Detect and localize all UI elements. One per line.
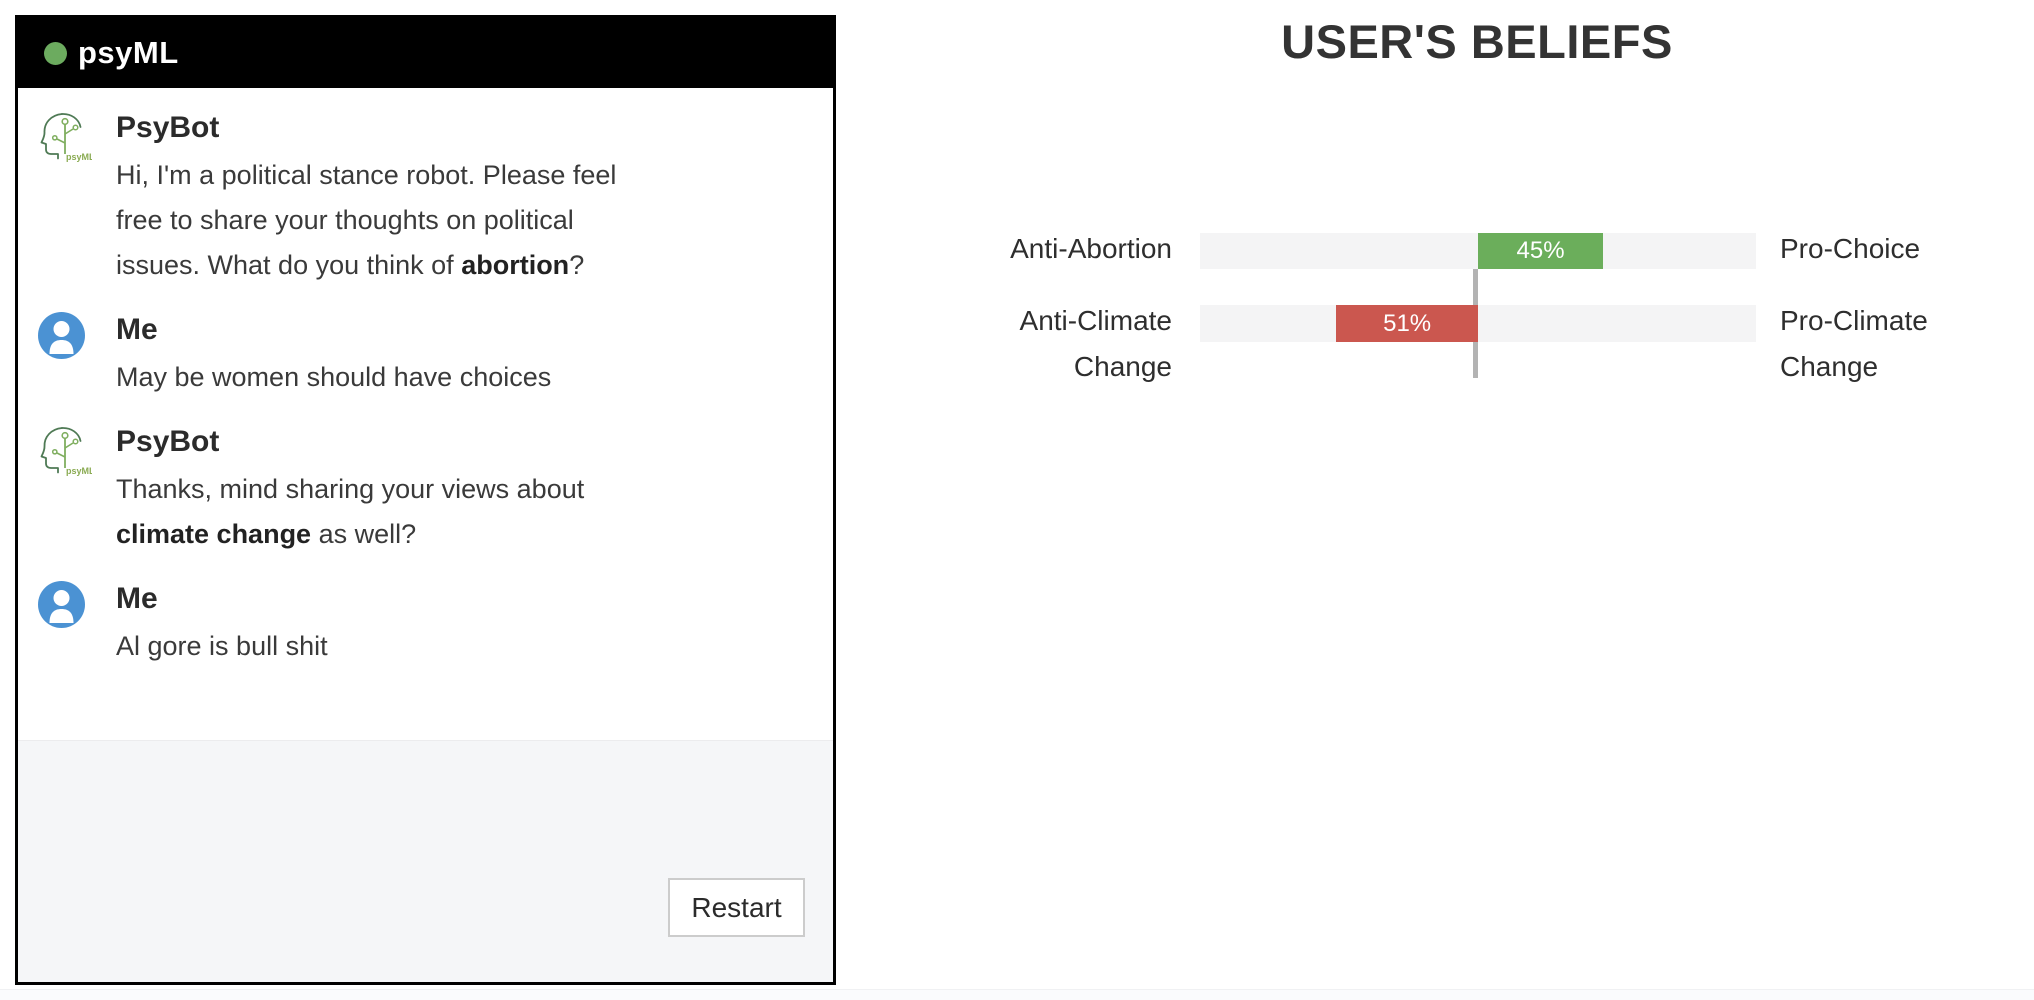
belief-bar-track: 51% <box>1200 305 1756 342</box>
belief-bar-fill: 51% <box>1336 305 1478 342</box>
brand-title: psyML <box>78 35 179 70</box>
message-text-line: Thanks, mind sharing your views about <box>116 474 585 504</box>
message-text-line: climate change as well? <box>116 519 417 549</box>
axis-label-right: Pro-Climate Change <box>1780 305 1928 382</box>
chat-footer: Restart <box>18 740 833 982</box>
avatar: psyML <box>38 108 116 288</box>
psybot-logo-icon: psyML <box>40 113 92 162</box>
beliefs-chart: USER'S BELIEFS Anti-Abortion 45% Pro-Choic… <box>950 0 2034 430</box>
message-text-line: May be women should have choices <box>116 362 552 392</box>
avatar <box>38 579 116 669</box>
message-content: Me May be women should have choices <box>116 310 807 400</box>
message-content: Me Al gore is bull shit <box>116 579 807 669</box>
user-avatar-icon <box>38 312 85 359</box>
chat-messages: psyML PsyBot Hi, I'm a political stance r… <box>18 88 833 669</box>
chart-title: USER'S BELIEFS <box>1281 15 1673 68</box>
message-text-line: free to share your thoughts on political <box>116 205 574 235</box>
message-text-line: Al gore is bull shit <box>116 631 328 661</box>
author-name: Me <box>116 313 158 346</box>
avatar: psyML <box>38 422 116 557</box>
axis-label-right: Pro-Choice <box>1780 233 1921 264</box>
online-status-dot-icon <box>44 41 67 65</box>
chat-header: psyML <box>18 18 833 88</box>
chat-message: psyML PsyBot Hi, I'm a political stance r… <box>38 108 807 288</box>
avatar <box>38 310 116 400</box>
chat-panel: psyML psyML PsyBot Hi, I'm a political st… <box>15 15 836 985</box>
user-avatar-icon <box>38 581 85 628</box>
page-bottom-divider <box>0 989 2034 1000</box>
svg-text:psyML: psyML <box>66 466 92 476</box>
message-text-line: Hi, I'm a political stance robot. Please… <box>116 160 617 190</box>
axis-label-left: Anti-Climate Change <box>1019 305 1172 382</box>
belief-bar-value: 45% <box>1516 237 1565 264</box>
chat-message: Me Al gore is bull shit <box>38 579 807 669</box>
chat-message: psyML PsyBot Thanks, mind sharing your vi… <box>38 422 807 557</box>
restart-button[interactable]: Restart <box>668 878 805 937</box>
belief-bar-value: 51% <box>1383 309 1432 337</box>
svg-text:psyML: psyML <box>66 152 92 162</box>
axis-label-left: Anti-Abortion <box>1010 233 1172 264</box>
author-name: PsyBot <box>116 425 220 458</box>
message-content: PsyBot Hi, I'm a political stance robot. … <box>116 108 807 288</box>
message-content: PsyBot Thanks, mind sharing your views ab… <box>116 422 807 557</box>
psybot-logo-icon: psyML <box>40 427 92 476</box>
author-name: Me <box>116 582 158 615</box>
chat-message: Me May be women should have choices <box>38 310 807 400</box>
belief-bar-fill: 45% <box>1478 233 1604 269</box>
belief-bar-track: 45% <box>1200 233 1756 269</box>
author-name: PsyBot <box>116 111 220 144</box>
message-text-line: issues. What do you think of abortion? <box>116 250 585 280</box>
